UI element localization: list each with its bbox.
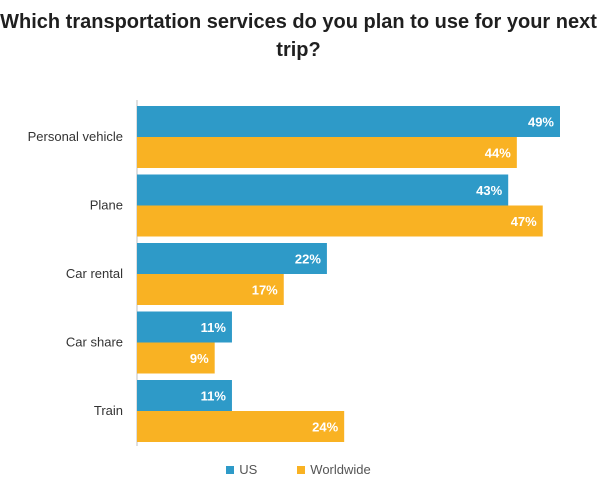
legend: US Worldwide <box>0 462 597 477</box>
data-label: 49% <box>528 115 554 130</box>
category-label: Car rental <box>66 266 123 281</box>
bar-worldwide <box>137 205 543 237</box>
legend-item-worldwide: Worldwide <box>297 462 371 477</box>
category-label: Train <box>94 403 123 418</box>
data-label: 17% <box>252 283 278 298</box>
data-label: 9% <box>190 351 209 366</box>
data-label: 11% <box>201 320 227 335</box>
bar-us <box>137 174 509 206</box>
chart-title: Which transportation services do you pla… <box>0 11 597 61</box>
legend-label-us: US <box>239 462 258 477</box>
data-label: 47% <box>511 214 537 229</box>
bar-us <box>137 243 327 274</box>
legend-item-us: US <box>226 462 257 477</box>
data-label: 44% <box>485 146 511 161</box>
bar-chart: Personal vehicle 49% 44% Plane 43% 47% Car ren… <box>28 100 560 446</box>
bar-worldwide <box>137 274 284 305</box>
bar-us <box>137 311 232 343</box>
bar-us <box>137 106 560 137</box>
data-label: 43% <box>476 183 502 198</box>
data-label: 22% <box>295 252 321 267</box>
bar-worldwide <box>137 342 215 374</box>
category-label: Personal vehicle <box>28 129 123 144</box>
bar-us <box>137 380 232 411</box>
bar-worldwide <box>137 411 345 442</box>
legend-label-worldwide: Worldwide <box>310 462 371 477</box>
data-label: 24% <box>312 420 338 435</box>
category-label: Car share <box>66 335 123 350</box>
bar-worldwide <box>137 137 517 168</box>
legend-swatch-us <box>226 465 235 474</box>
legend-swatch-worldwide <box>297 465 306 474</box>
data-label: 11% <box>201 389 227 404</box>
category-label: Plane <box>90 198 123 213</box>
bars-layer: Personal vehicle 49% 44% Plane 43% 47% Car ren… <box>28 106 560 442</box>
